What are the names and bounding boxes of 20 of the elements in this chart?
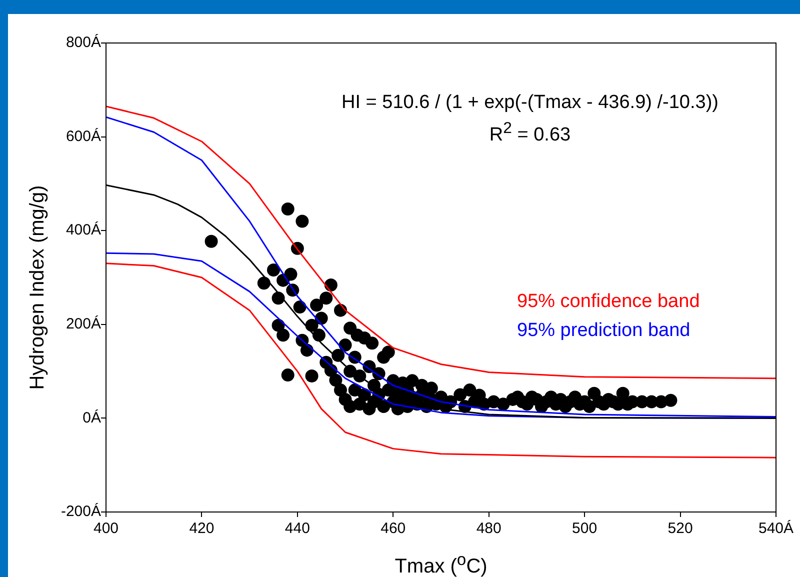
x-tick-label: 520 xyxy=(668,520,693,538)
annotation: HI = 510.6 / (1 + exp(-(Tmax - 436.9) /-10.3)) xyxy=(340,92,720,114)
y-axis-title: Hydrogen Index (mg/g) xyxy=(26,184,50,392)
x-tick-label: 480 xyxy=(476,520,502,538)
x-tick-label: 440 xyxy=(284,520,310,538)
y-tick-label: 0Á xyxy=(82,408,101,426)
annotation: R$^{2}$ = 0.63 xyxy=(488,120,572,146)
y-tick-label: 600Á xyxy=(66,126,101,145)
x-tick-label: 400 xyxy=(93,520,119,538)
y-tick-label: 400Á xyxy=(66,220,101,239)
y-tick-label: 200Á xyxy=(66,314,101,333)
x-tick-label: 460 xyxy=(380,520,406,538)
x-tick-label: 500 xyxy=(572,520,598,538)
x-tick-label: 540Á xyxy=(758,519,794,538)
x-tick-label: 420 xyxy=(189,520,214,538)
x-axis-title: Tmax ($^{o}$C) xyxy=(394,550,488,577)
text: 95% confidence band xyxy=(517,291,700,312)
text: 95% prediction band xyxy=(517,320,690,342)
y-tick-label: -200Á xyxy=(60,502,101,520)
y-tick-label: 800Á xyxy=(66,33,101,52)
